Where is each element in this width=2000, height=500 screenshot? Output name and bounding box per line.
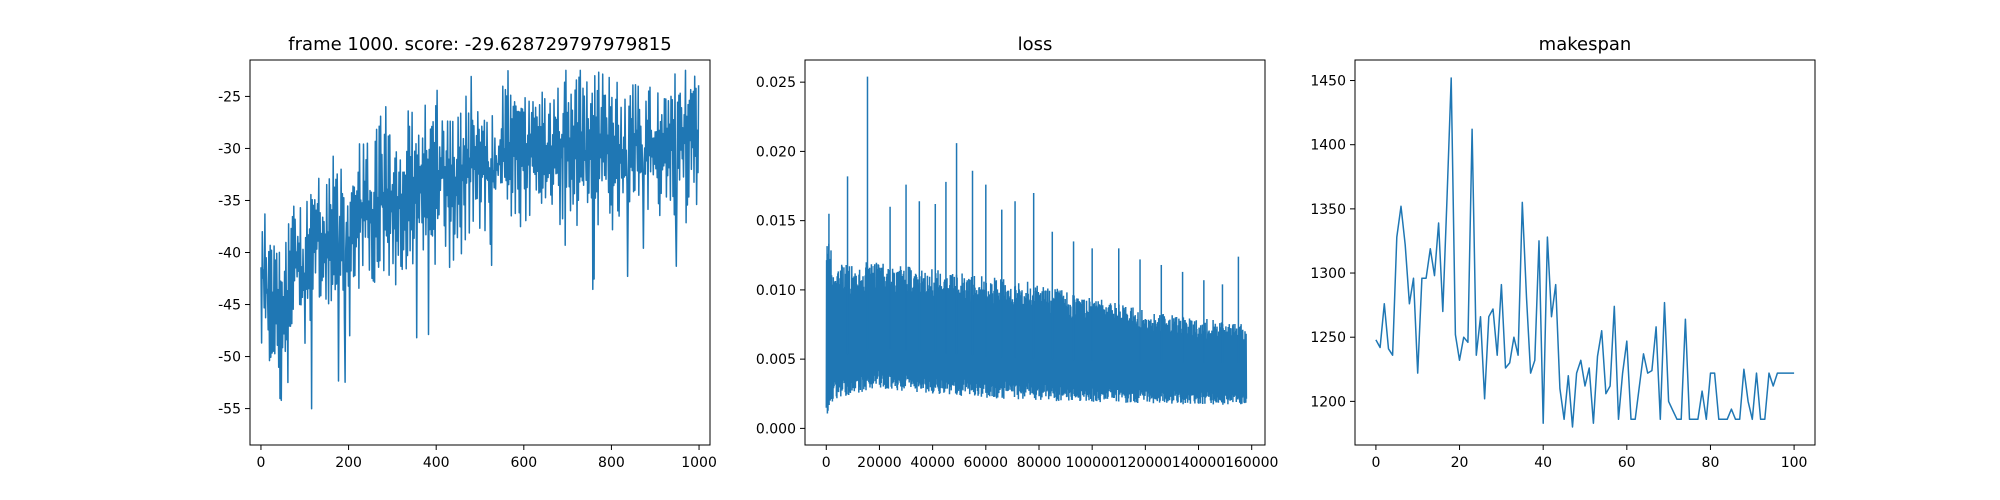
loss-x-tick-label: 0: [822, 455, 831, 471]
makespan-x-tick-label: 40: [1534, 455, 1552, 471]
makespan-y-tick-label: 1300: [1310, 266, 1346, 282]
loss-x-tick-label: 20000: [857, 455, 902, 471]
score-x-tick-label: 800: [598, 455, 625, 471]
score-y-tick-label: -40: [218, 246, 241, 262]
loss-x-tick-label: 100000: [1065, 455, 1118, 471]
makespan-x-tick-label: 60: [1618, 455, 1636, 471]
makespan-chart-title: makespan: [1539, 34, 1632, 55]
loss-x-tick-label: 160000: [1225, 455, 1278, 471]
score-x-tick-label: 200: [335, 455, 362, 471]
loss-chart-title: loss: [1018, 34, 1053, 55]
makespan-series-line: [1375, 77, 1795, 428]
score-y-tick-label: -45: [218, 298, 241, 314]
makespan-axes-frame: [1354, 59, 1816, 446]
loss-panel: loss 0 20000 40000 60000 80000 100000 120000 14…: [756, 34, 1279, 471]
score-y-tick-label: -50: [218, 350, 241, 366]
loss-y-tick-label: 0.010: [756, 283, 796, 299]
score-y-tick-label: -30: [218, 141, 241, 157]
loss-axes-frame: [804, 59, 1266, 446]
score-y-tick-label: -25: [218, 89, 241, 105]
loss-y-tick-label: 0.005: [756, 352, 796, 368]
loss-x-tick-label: 60000: [964, 455, 1009, 471]
loss-x-tick-label: 80000: [1017, 455, 1062, 471]
makespan-plot-area: [1375, 77, 1795, 428]
score-plot-area: [260, 69, 700, 410]
loss-y-tick-label: 0.000: [756, 421, 796, 437]
makespan-y-tick-label: 1450: [1310, 74, 1346, 90]
loss-x-tick-label: 140000: [1172, 455, 1225, 471]
score-x-tick-label: 400: [423, 455, 450, 471]
loss-x-tick-label: 40000: [910, 455, 955, 471]
score-x-tick-label: 1000: [681, 455, 717, 471]
score-x-tick-label: 0: [256, 455, 265, 471]
score-chart-title: frame 1000. score: -29.628729797979815: [288, 34, 671, 55]
loss-series-band: [825, 243, 1248, 414]
loss-plot-area: [825, 76, 1248, 414]
loss-y-tick-label: 0.025: [756, 75, 796, 91]
makespan-y-tick-label: 1350: [1310, 202, 1346, 218]
makespan-panel: makespan 0 20 40 60 80 100 1200 1250 1300 1350 140…: [1310, 34, 1816, 471]
score-series-line: [260, 69, 700, 410]
makespan-x-tick-label: 0: [1371, 455, 1380, 471]
score-y-tick-label: -35: [218, 193, 241, 209]
score-y-tick-label: -55: [218, 402, 241, 418]
makespan-x-tick-label: 100: [1781, 455, 1808, 471]
loss-x-tick-label: 120000: [1119, 455, 1172, 471]
loss-y-tick-label: 0.020: [756, 144, 796, 160]
score-panel: frame 1000. score: -29.628729797979815 0…: [218, 34, 717, 471]
makespan-y-tick-label: 1250: [1310, 330, 1346, 346]
makespan-x-tick-label: 80: [1702, 455, 1720, 471]
makespan-x-tick-label: 20: [1451, 455, 1469, 471]
makespan-y-tick-label: 1400: [1310, 138, 1346, 154]
makespan-y-tick-label: 1200: [1310, 394, 1346, 410]
score-x-tick-label: 600: [510, 455, 537, 471]
loss-y-tick-label: 0.015: [756, 214, 796, 230]
